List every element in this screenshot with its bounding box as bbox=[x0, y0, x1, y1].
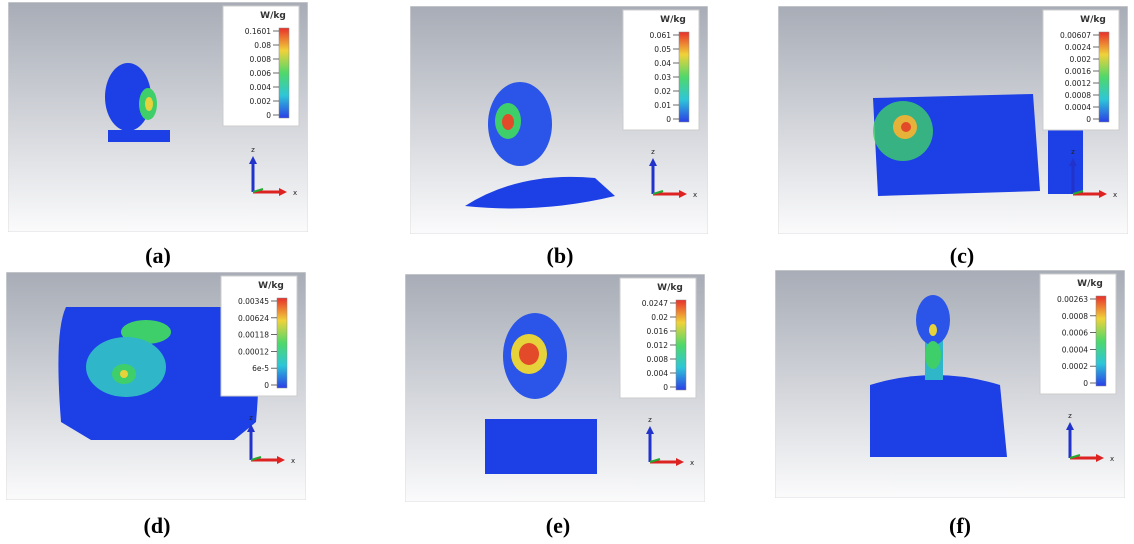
legend-tick-label: 0.04 bbox=[654, 59, 671, 68]
color-bar bbox=[277, 298, 287, 388]
sar-panel: W/kg 0.1601 0.08 0.008 0.006 0.004 0.002 0 z x bbox=[8, 2, 308, 232]
body-model bbox=[502, 114, 514, 130]
panel-caption: (e) bbox=[498, 513, 618, 539]
axis-x-label: x bbox=[1113, 191, 1117, 199]
color-bar bbox=[1096, 296, 1106, 386]
legend-tick-label: 0 bbox=[1083, 379, 1088, 388]
legend-tick-label: 0.002 bbox=[250, 97, 272, 106]
legend-tick-label: 0.0016 bbox=[1065, 67, 1091, 76]
body-model bbox=[929, 324, 937, 336]
legend-unit: W/kg bbox=[660, 15, 686, 25]
legend-tick-label: 0.004 bbox=[250, 83, 272, 92]
legend-unit: W/kg bbox=[260, 11, 286, 21]
legend-tick-label: 0.0012 bbox=[1065, 79, 1091, 88]
legend-tick-label: 0 bbox=[666, 115, 671, 124]
body-model bbox=[120, 370, 128, 378]
legend-tick-label: 0.061 bbox=[650, 31, 672, 40]
sar-panel: W/kg 0.0247 0.02 0.016 0.012 0.008 0.004 0 z x bbox=[405, 274, 705, 502]
legend-tick-label: 0.00263 bbox=[1057, 295, 1088, 304]
legend-tick-label: 0.008 bbox=[647, 355, 669, 364]
axis-x-label: x bbox=[1110, 455, 1114, 463]
legend-tick-label: 0.0247 bbox=[642, 299, 668, 308]
color-bar bbox=[279, 28, 289, 118]
legend-unit: W/kg bbox=[657, 283, 683, 293]
legend-unit: W/kg bbox=[1080, 15, 1106, 25]
legend-tick-label: 0.08 bbox=[254, 41, 271, 50]
legend-tick-label: 0.0024 bbox=[1065, 43, 1091, 52]
body-model bbox=[901, 122, 911, 132]
legend-tick-label: 0.1601 bbox=[245, 27, 271, 36]
legend-tick-label: 0.012 bbox=[647, 341, 669, 350]
axis-z-label: z bbox=[1071, 148, 1075, 156]
legend-tick-label: 0.00012 bbox=[238, 347, 269, 356]
axis-z-label: z bbox=[651, 148, 655, 156]
legend-tick-label: 0 bbox=[264, 381, 269, 390]
axis-x-label: x bbox=[693, 191, 697, 199]
panel-caption: (a) bbox=[98, 243, 218, 269]
legend-tick-label: 0.0006 bbox=[1062, 329, 1088, 338]
axis-x-label: x bbox=[293, 189, 297, 197]
legend-tick-label: 0.006 bbox=[250, 69, 272, 78]
sar-panel: W/kg 0.00263 0.0008 0.0006 0.0004 0.0002 0 z x bbox=[775, 270, 1125, 498]
color-bar bbox=[1099, 32, 1109, 122]
legend-tick-label: 0.0004 bbox=[1065, 103, 1091, 112]
legend-tick-label: 0.0002 bbox=[1062, 362, 1088, 371]
axis-z-label: z bbox=[251, 146, 255, 154]
axis-z-label: z bbox=[648, 416, 652, 424]
legend-tick-label: 0.008 bbox=[250, 55, 272, 64]
body-model bbox=[485, 419, 597, 474]
legend-tick-label: 0.00118 bbox=[238, 331, 269, 340]
axis-z-label: z bbox=[249, 414, 253, 422]
body-model bbox=[108, 130, 170, 142]
legend-tick-label: 6e-5 bbox=[252, 364, 269, 373]
axis-x-label: x bbox=[690, 459, 694, 467]
figure: W/kg 0.1601 0.08 0.008 0.006 0.004 0.002 0 z x (a)… bbox=[0, 0, 1134, 544]
legend-tick-label: 0.00607 bbox=[1060, 31, 1091, 40]
axis-x-label: x bbox=[291, 457, 295, 465]
legend-tick-label: 0 bbox=[1086, 115, 1091, 124]
legend-tick-label: 0.02 bbox=[654, 87, 671, 96]
body-model bbox=[870, 375, 1007, 457]
panel-caption: (c) bbox=[902, 243, 1022, 269]
legend-tick-label: 0.01 bbox=[654, 101, 671, 110]
sar-panel: W/kg 0.00345 0.00624 0.00118 0.00012 6e-5 0 z x bbox=[6, 272, 306, 500]
legend-tick-label: 0.00624 bbox=[238, 314, 269, 323]
panel-caption: (b) bbox=[500, 243, 620, 269]
panel-caption: (f) bbox=[900, 513, 1020, 539]
body-model bbox=[916, 295, 950, 345]
sar-panel: W/kg 0.00607 0.0024 0.002 0.0016 0.0012 0.0008… bbox=[778, 6, 1128, 234]
legend-unit: W/kg bbox=[258, 281, 284, 291]
panel-caption: (d) bbox=[97, 513, 217, 539]
legend-tick-label: 0 bbox=[663, 383, 668, 392]
legend-unit: W/kg bbox=[1077, 279, 1103, 289]
body-model bbox=[925, 341, 941, 369]
legend-tick-label: 0.002 bbox=[1070, 55, 1092, 64]
legend-tick-label: 0.0008 bbox=[1062, 312, 1088, 321]
legend-tick-label: 0.0008 bbox=[1065, 91, 1091, 100]
legend-tick-label: 0.02 bbox=[651, 313, 668, 322]
legend-tick-label: 0.00345 bbox=[238, 297, 269, 306]
legend-tick-label: 0.016 bbox=[647, 327, 669, 336]
axis-z-label: z bbox=[1068, 412, 1072, 420]
legend-tick-label: 0.05 bbox=[654, 45, 671, 54]
color-bar bbox=[676, 300, 686, 390]
legend-tick-label: 0.004 bbox=[647, 369, 669, 378]
legend-tick-label: 0.0004 bbox=[1062, 345, 1088, 354]
legend-tick-label: 0 bbox=[266, 111, 271, 120]
body-model bbox=[519, 343, 539, 365]
sar-panel: W/kg 0.061 0.05 0.04 0.03 0.02 0.01 0 z x bbox=[410, 6, 708, 234]
legend-tick-label: 0.03 bbox=[654, 73, 671, 82]
color-bar bbox=[679, 32, 689, 122]
body-model bbox=[145, 97, 153, 111]
